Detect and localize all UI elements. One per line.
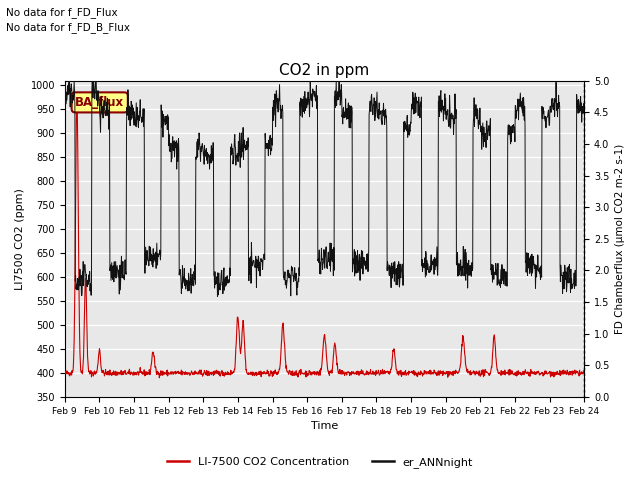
Y-axis label: FD Chamberflux (μmol CO2 m-2 s-1): FD Chamberflux (μmol CO2 m-2 s-1) [615,144,625,334]
Text: BA_flux: BA_flux [75,96,124,109]
Legend: LI-7500 CO2 Concentration, er_ANNnight: LI-7500 CO2 Concentration, er_ANNnight [163,452,477,472]
Text: No data for f_FD_Flux: No data for f_FD_Flux [6,7,118,18]
Text: No data for f_FD_B_Flux: No data for f_FD_B_Flux [6,22,131,33]
Title: CO2 in ppm: CO2 in ppm [280,63,370,78]
X-axis label: Time: Time [311,421,338,432]
Y-axis label: LI7500 CO2 (ppm): LI7500 CO2 (ppm) [15,188,25,290]
